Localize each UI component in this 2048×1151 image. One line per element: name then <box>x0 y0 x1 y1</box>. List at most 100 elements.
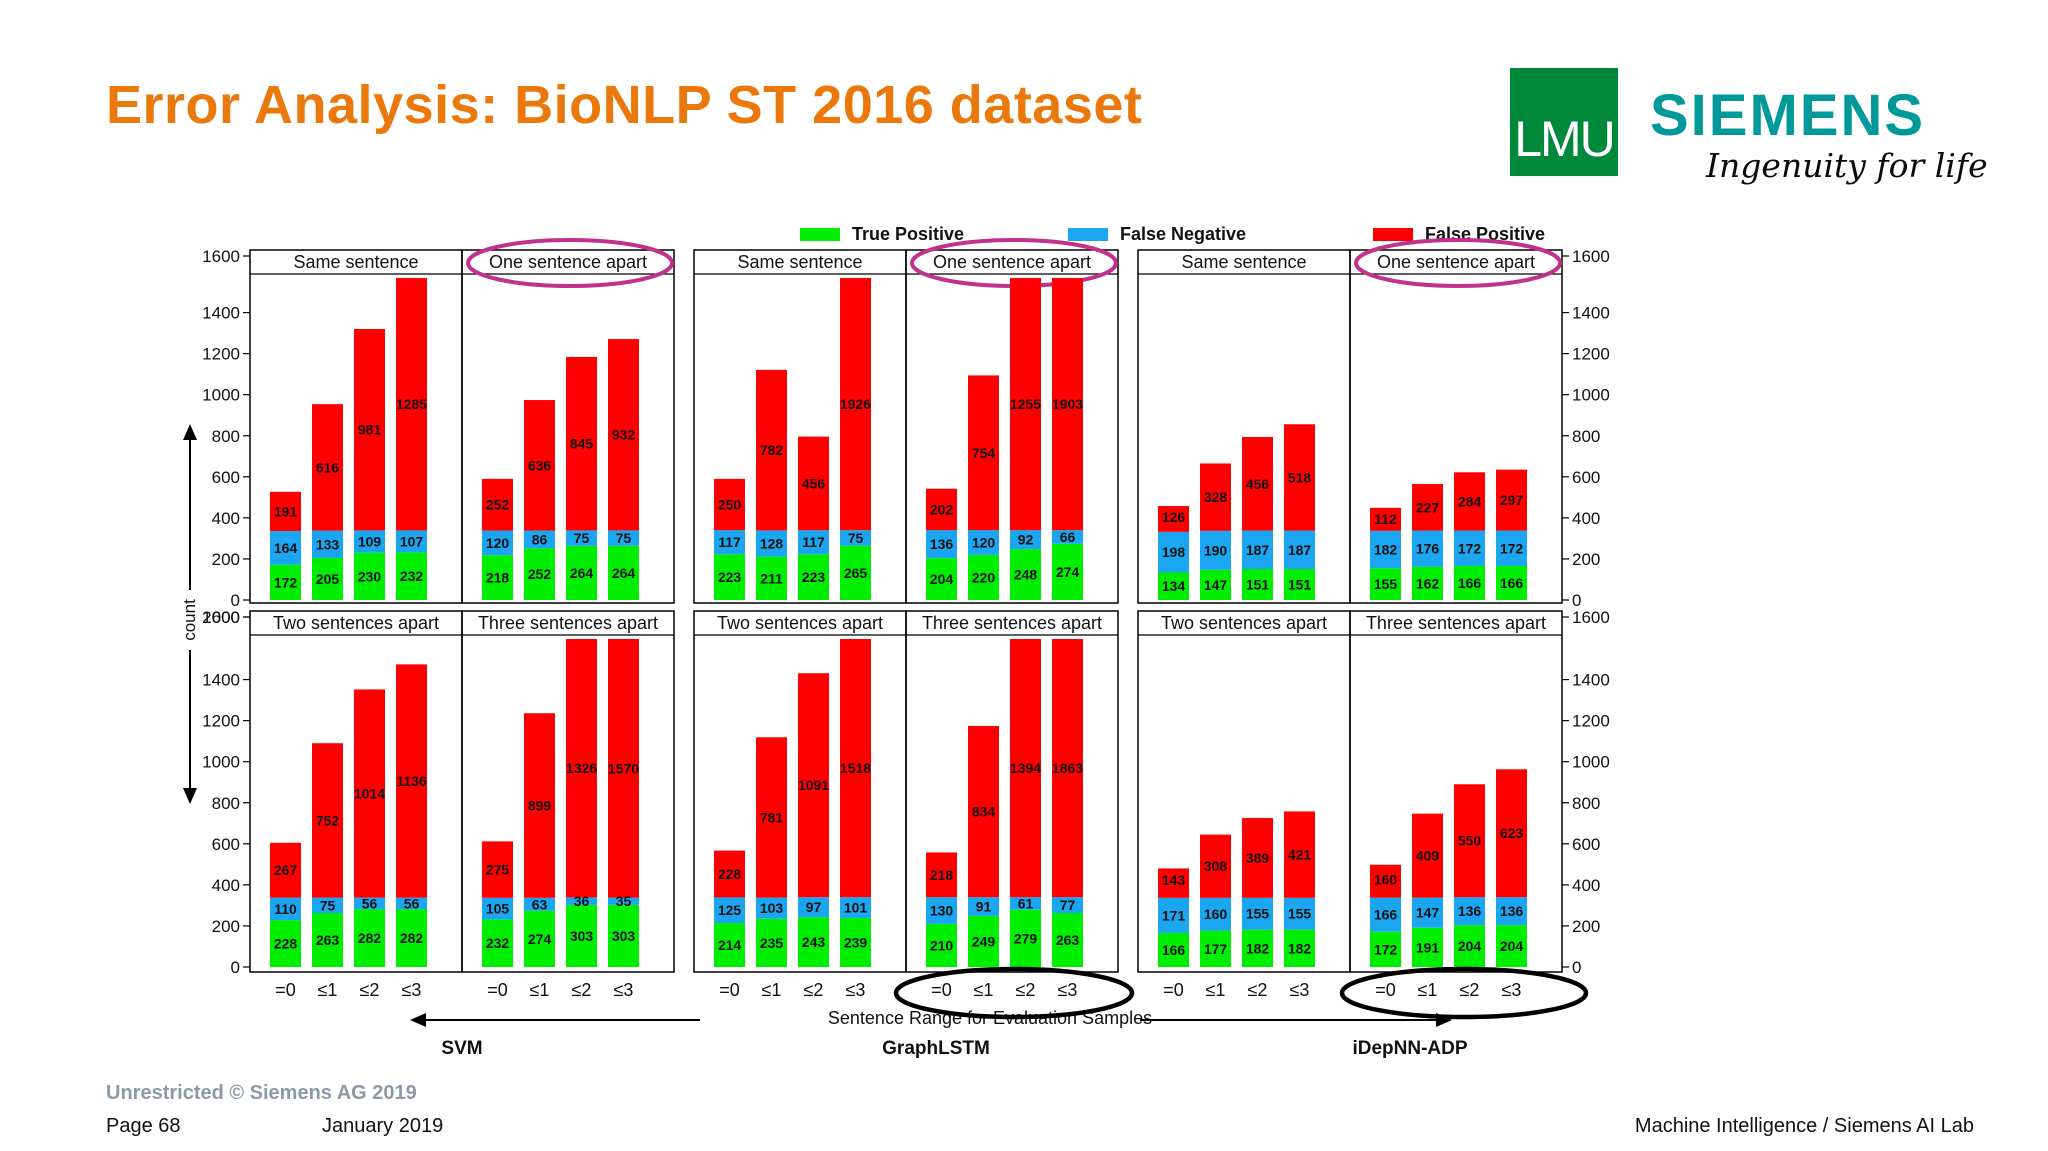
x-tick-label-11-1: ≤1 <box>1418 980 1438 1000</box>
data-label-fp-5-2: 284 <box>1458 493 1482 509</box>
bar-false-negative-8-1 <box>756 897 787 919</box>
data-label-tp-6-2: 282 <box>358 930 382 946</box>
bar-true-positive-10-2 <box>1242 929 1273 967</box>
data-label-fp-0-3: 1285 <box>396 396 427 412</box>
data-label-tp-9-0: 210 <box>930 937 954 953</box>
bar-true-positive-8-2 <box>798 917 829 967</box>
data-label-fn-2-3: 75 <box>848 530 864 546</box>
model-label-2: iDepNN-ADP <box>1352 1038 1467 1059</box>
data-label-fp-7-0: 275 <box>486 862 510 878</box>
data-label-tp-1-2: 264 <box>570 565 594 581</box>
data-label-tp-2-1: 211 <box>760 570 783 586</box>
x-tick-label-6-3: ≤3 <box>402 980 422 1000</box>
bar-false-positive-7-2 <box>566 639 597 898</box>
data-label-fp-1-3: 932 <box>612 427 636 443</box>
bar-true-positive-4-3 <box>1284 568 1315 600</box>
footer-date: January 2019 <box>322 1115 444 1137</box>
data-label-fp-2-1: 782 <box>760 442 784 458</box>
data-label-tp-2-0: 223 <box>718 569 742 585</box>
bar-true-positive-9-2 <box>1010 909 1041 967</box>
legend-swatch-0 <box>800 228 840 241</box>
data-label-fp-4-2: 456 <box>1246 476 1270 492</box>
bar-false-negative-9-1 <box>968 897 999 916</box>
bar-true-positive-6-1 <box>312 913 343 967</box>
data-label-fp-6-3: 1136 <box>396 773 427 789</box>
y-axis-label: count <box>180 599 199 641</box>
bar-true-positive-10-1 <box>1200 930 1231 967</box>
x-tick-label-8-1: ≤1 <box>762 980 782 1000</box>
data-label-fp-0-1: 616 <box>316 459 340 475</box>
bar-false-negative-10-1 <box>1200 897 1231 931</box>
highlight-ellipse-5 <box>1354 238 1562 288</box>
data-label-fn-4-0: 198 <box>1162 544 1186 560</box>
y-tick-label-left-1-6: 1200 <box>202 712 240 731</box>
panel-title-2: Same sentence <box>737 252 862 272</box>
bar-false-positive-11-1 <box>1412 813 1443 898</box>
x-tick-label-8-2: ≤2 <box>804 980 824 1000</box>
data-label-fp-9-3: 1863 <box>1052 760 1083 776</box>
bar-false-negative-5-1 <box>1412 530 1443 567</box>
data-label-tp-6-3: 282 <box>400 930 424 946</box>
y-tick-label-left-0-8: 1600 <box>202 247 240 266</box>
bar-false-negative-4-3 <box>1284 530 1315 569</box>
bar-true-positive-0-2 <box>354 552 385 600</box>
data-label-fp-7-3: 1570 <box>608 760 639 776</box>
y-tick-label-left-1-1: 200 <box>212 917 240 936</box>
bar-true-positive-4-0 <box>1158 572 1189 600</box>
bar-false-negative-7-3 <box>608 897 639 905</box>
panel-title-5: One sentence apart <box>1377 252 1535 272</box>
highlight-xaxis-ellipse-1 <box>1339 966 1589 1020</box>
bar-false-positive-8-1 <box>756 737 787 898</box>
data-label-fp-1-0: 252 <box>486 497 510 513</box>
bar-false-positive-11-0 <box>1370 864 1401 898</box>
bar-false-negative-3-3 <box>1052 530 1083 544</box>
bar-false-positive-10-1 <box>1200 834 1231 898</box>
data-label-fn-10-0: 171 <box>1162 907 1186 923</box>
bar-false-negative-7-2 <box>566 897 597 905</box>
x-tick-label-10-1: ≤1 <box>1206 980 1226 1000</box>
bar-true-positive-3-1 <box>968 554 999 600</box>
bar-true-positive-3-2 <box>1010 549 1041 600</box>
data-label-tp-3-0: 204 <box>930 571 954 587</box>
x-tick-label-9-3: ≤3 <box>1058 980 1078 1000</box>
data-label-fp-11-0: 160 <box>1374 872 1398 888</box>
x-axis-arrowhead-left <box>410 1013 426 1027</box>
data-label-fn-7-0: 105 <box>486 901 510 917</box>
x-tick-label-11-3: ≤3 <box>1502 980 1522 1000</box>
bar-true-positive-2-3 <box>840 545 871 600</box>
data-label-tp-5-0: 155 <box>1374 576 1398 592</box>
bar-false-negative-10-3 <box>1284 897 1315 930</box>
bar-false-positive-0-2 <box>354 329 385 531</box>
data-label-tp-4-3: 151 <box>1288 576 1312 592</box>
bar-false-negative-0-2 <box>354 530 385 553</box>
bar-false-negative-7-1 <box>524 897 555 911</box>
model-label-1: GraphLSTM <box>882 1038 990 1059</box>
lmu-logo: LMU <box>1510 68 1618 176</box>
bar-true-positive-6-0 <box>270 920 301 967</box>
data-label-fp-7-2: 1326 <box>566 760 597 776</box>
bar-false-negative-4-2 <box>1242 530 1273 569</box>
data-label-tp-8-1: 235 <box>760 935 784 951</box>
bar-true-positive-4-2 <box>1242 568 1273 600</box>
y-tick-label-left-0-6: 1200 <box>202 345 240 364</box>
bar-true-positive-7-3 <box>608 904 639 967</box>
x-tick-label-10-2: ≤2 <box>1248 980 1268 1000</box>
data-label-fp-10-3: 421 <box>1288 847 1312 863</box>
bar-false-positive-3-2 <box>1010 278 1041 531</box>
bar-true-positive-0-0 <box>270 564 301 600</box>
data-label-fn-8-1: 103 <box>760 900 784 916</box>
x-tick-label-10-3: ≤3 <box>1290 980 1310 1000</box>
data-label-fn-0-1: 133 <box>316 536 340 552</box>
y-tick-label-right-1-7: 1400 <box>1572 671 1610 690</box>
bar-false-positive-4-1 <box>1200 463 1231 531</box>
data-label-fp-0-2: 981 <box>358 422 382 438</box>
data-label-fn-2-1: 128 <box>760 536 784 552</box>
bar-true-positive-6-3 <box>396 909 427 967</box>
y-tick-label-left-1-3: 600 <box>212 835 240 854</box>
data-label-tp-10-2: 182 <box>1246 940 1270 956</box>
data-label-fn-6-0: 110 <box>274 901 297 917</box>
highlight-xaxis-ellipse-0 <box>893 966 1135 1020</box>
data-label-fp-8-1: 781 <box>760 809 784 825</box>
data-label-fn-0-2: 109 <box>358 534 382 550</box>
bar-false-negative-0-0 <box>270 531 301 565</box>
